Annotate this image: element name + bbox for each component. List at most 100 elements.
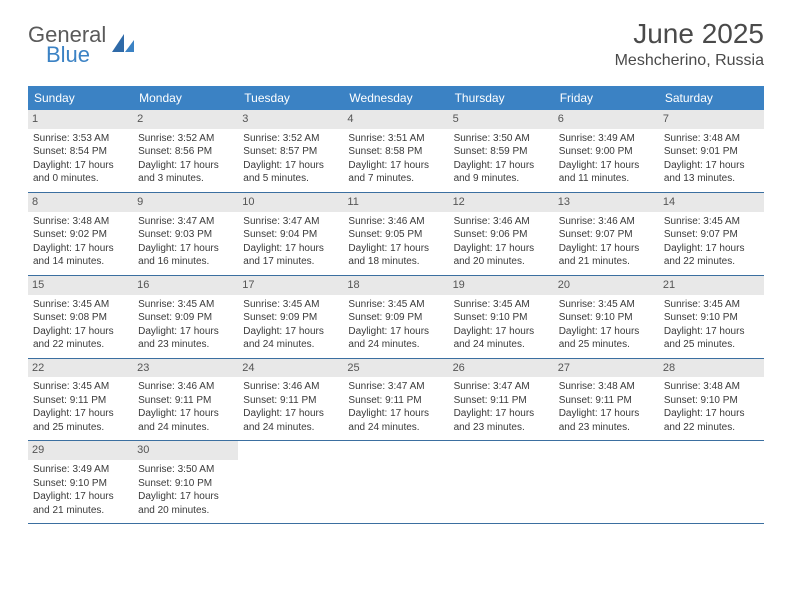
calendar-day-cell: 18Sunrise: 3:45 AMSunset: 9:09 PMDayligh… <box>343 276 448 358</box>
sunset-line: Sunset: 9:11 PM <box>33 394 128 408</box>
daylight-line: Daylight: 17 hours and 14 minutes. <box>33 242 128 269</box>
sunset-line: Sunset: 9:04 PM <box>243 228 338 242</box>
weekday-header: Sunday <box>28 86 133 110</box>
weekday-header: Thursday <box>449 86 554 110</box>
sunrise-line: Sunrise: 3:45 AM <box>348 298 443 312</box>
calendar-day-cell: . <box>449 441 554 523</box>
weekday-header-row: SundayMondayTuesdayWednesdayThursdayFrid… <box>28 86 764 110</box>
sunrise-line: Sunrise: 3:52 AM <box>243 132 338 146</box>
day-number: 25 <box>343 359 448 378</box>
daylight-line: Daylight: 17 hours and 18 minutes. <box>348 242 443 269</box>
sunset-line: Sunset: 9:11 PM <box>138 394 233 408</box>
calendar-day-cell: 4 Sunrise: 3:51 AMSunset: 8:58 PMDaylight… <box>343 110 448 192</box>
day-number: 2 <box>133 110 238 129</box>
day-number: 27 <box>554 359 659 378</box>
day-number: 13 <box>554 193 659 212</box>
sunrise-line: Sunrise: 3:45 AM <box>138 298 233 312</box>
sunset-line: Sunset: 8:57 PM <box>243 145 338 159</box>
calendar-day-cell: 15Sunrise: 3:45 AMSunset: 9:08 PMDayligh… <box>28 276 133 358</box>
day-number: 29 <box>28 441 133 460</box>
daylight-line: Daylight: 17 hours and 3 minutes. <box>138 159 233 186</box>
sunrise-line: Sunrise: 3:49 AM <box>33 463 128 477</box>
sunrise-line: Sunrise: 3:50 AM <box>454 132 549 146</box>
day-number: 18 <box>343 276 448 295</box>
weekday-header: Wednesday <box>343 86 448 110</box>
daylight-line: Daylight: 17 hours and 21 minutes. <box>559 242 654 269</box>
calendar-day-cell: . <box>238 441 343 523</box>
calendar-day-cell: 27Sunrise: 3:48 AMSunset: 9:11 PMDayligh… <box>554 359 659 441</box>
day-number: 4 <box>343 110 448 129</box>
day-number: 24 <box>238 359 343 378</box>
day-number: 16 <box>133 276 238 295</box>
sunset-line: Sunset: 9:10 PM <box>33 477 128 491</box>
brand-logo: General Blue <box>28 24 136 66</box>
weekday-header: Monday <box>133 86 238 110</box>
daylight-line: Daylight: 17 hours and 23 minutes. <box>559 407 654 434</box>
sunrise-line: Sunrise: 3:52 AM <box>138 132 233 146</box>
day-number: 10 <box>238 193 343 212</box>
sunrise-line: Sunrise: 3:47 AM <box>243 215 338 229</box>
sunrise-line: Sunrise: 3:46 AM <box>348 215 443 229</box>
daylight-line: Daylight: 17 hours and 24 minutes. <box>243 407 338 434</box>
sunset-line: Sunset: 9:10 PM <box>664 394 759 408</box>
day-number: 11 <box>343 193 448 212</box>
calendar-day-cell: 5Sunrise: 3:50 AMSunset: 8:59 PMDaylight… <box>449 110 554 192</box>
day-number: 5 <box>449 110 554 129</box>
daylight-line: Daylight: 17 hours and 16 minutes. <box>138 242 233 269</box>
day-number: 30 <box>133 441 238 460</box>
calendar-day-cell: 1Sunrise: 3:53 AMSunset: 8:54 PMDaylight… <box>28 110 133 192</box>
sunrise-line: Sunrise: 3:51 AM <box>348 132 443 146</box>
calendar-day-cell: 6Sunrise: 3:49 AMSunset: 9:00 PMDaylight… <box>554 110 659 192</box>
sunset-line: Sunset: 9:00 PM <box>559 145 654 159</box>
sunrise-line: Sunrise: 3:46 AM <box>454 215 549 229</box>
sunset-line: Sunset: 8:56 PM <box>138 145 233 159</box>
daylight-line: Daylight: 17 hours and 25 minutes. <box>559 325 654 352</box>
calendar-day-cell: 20Sunrise: 3:45 AMSunset: 9:10 PMDayligh… <box>554 276 659 358</box>
calendar-day-cell: . <box>659 441 764 523</box>
daylight-line: Daylight: 17 hours and 24 minutes. <box>243 325 338 352</box>
day-number: 21 <box>659 276 764 295</box>
calendar-day-cell: 3Sunrise: 3:52 AMSunset: 8:57 PMDaylight… <box>238 110 343 192</box>
daylight-line: Daylight: 17 hours and 25 minutes. <box>664 325 759 352</box>
sunset-line: Sunset: 9:05 PM <box>348 228 443 242</box>
page-header: General Blue June 2025 Meshcherino, Russ… <box>0 0 792 78</box>
daylight-line: Daylight: 17 hours and 24 minutes. <box>454 325 549 352</box>
calendar-day-cell: 10Sunrise: 3:47 AMSunset: 9:04 PMDayligh… <box>238 193 343 275</box>
location-label: Meshcherino, Russia <box>615 52 764 70</box>
daylight-line: Daylight: 17 hours and 23 minutes. <box>138 325 233 352</box>
calendar-day-cell: 19Sunrise: 3:45 AMSunset: 9:10 PMDayligh… <box>449 276 554 358</box>
sunset-line: Sunset: 9:07 PM <box>664 228 759 242</box>
calendar-day-cell: . <box>554 441 659 523</box>
day-number: 9 <box>133 193 238 212</box>
weekday-header: Saturday <box>659 86 764 110</box>
daylight-line: Daylight: 17 hours and 11 minutes. <box>559 159 654 186</box>
sunrise-line: Sunrise: 3:45 AM <box>33 380 128 394</box>
sunset-line: Sunset: 9:11 PM <box>454 394 549 408</box>
sunrise-line: Sunrise: 3:45 AM <box>33 298 128 312</box>
sunrise-line: Sunrise: 3:46 AM <box>243 380 338 394</box>
calendar-day-cell: 12Sunrise: 3:46 AMSunset: 9:06 PMDayligh… <box>449 193 554 275</box>
daylight-line: Daylight: 17 hours and 9 minutes. <box>454 159 549 186</box>
daylight-line: Daylight: 17 hours and 7 minutes. <box>348 159 443 186</box>
calendar-day-cell: 2 Sunrise: 3:52 AMSunset: 8:56 PMDaylight… <box>133 110 238 192</box>
calendar-day-cell: 13Sunrise: 3:46 AMSunset: 9:07 PMDayligh… <box>554 193 659 275</box>
sunrise-line: Sunrise: 3:47 AM <box>348 380 443 394</box>
sunrise-line: Sunrise: 3:46 AM <box>138 380 233 394</box>
sunrise-line: Sunrise: 3:45 AM <box>664 298 759 312</box>
calendar-day-cell: 7Sunrise: 3:48 AMSunset: 9:01 PMDaylight… <box>659 110 764 192</box>
sunrise-line: Sunrise: 3:48 AM <box>664 132 759 146</box>
daylight-line: Daylight: 17 hours and 24 minutes. <box>348 407 443 434</box>
day-number: 22 <box>28 359 133 378</box>
daylight-line: Daylight: 17 hours and 20 minutes. <box>454 242 549 269</box>
day-number: 26 <box>449 359 554 378</box>
day-number: 20 <box>554 276 659 295</box>
sunset-line: Sunset: 9:07 PM <box>559 228 654 242</box>
calendar-day-cell: 14Sunrise: 3:45 AMSunset: 9:07 PMDayligh… <box>659 193 764 275</box>
day-number: 17 <box>238 276 343 295</box>
brand-line2: Blue <box>46 44 106 66</box>
calendar-week-row: 8Sunrise: 3:48 AMSunset: 9:02 PMDaylight… <box>28 193 764 276</box>
daylight-line: Daylight: 17 hours and 22 minutes. <box>33 325 128 352</box>
calendar-day-cell: 28Sunrise: 3:48 AMSunset: 9:10 PMDayligh… <box>659 359 764 441</box>
sunrise-line: Sunrise: 3:50 AM <box>138 463 233 477</box>
sunset-line: Sunset: 8:58 PM <box>348 145 443 159</box>
